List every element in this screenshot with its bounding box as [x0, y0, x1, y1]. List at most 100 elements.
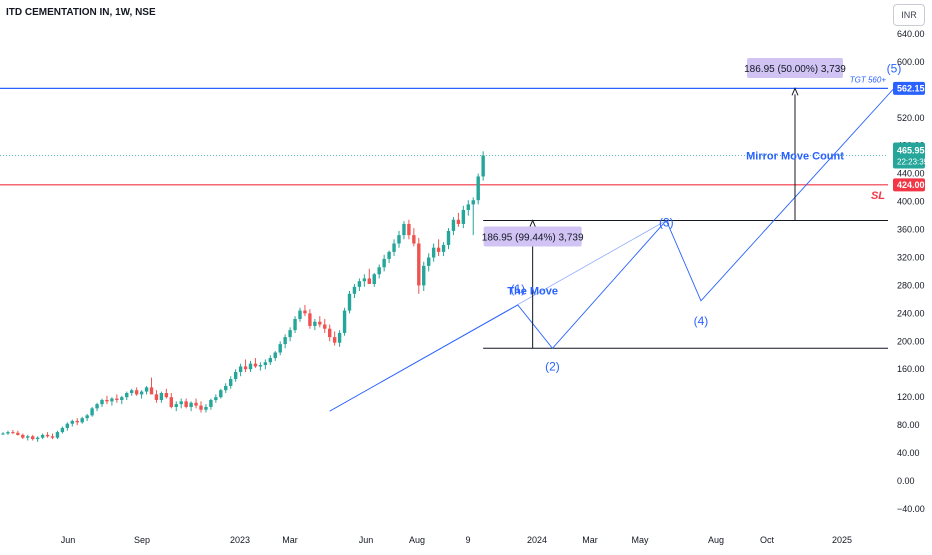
- candle: [115, 394, 119, 403]
- candle: [159, 391, 164, 403]
- candle-body: [362, 278, 367, 282]
- candle-body: [318, 321, 322, 325]
- candle-body: [125, 392, 129, 398]
- y-tick-label: 600.00: [897, 57, 925, 67]
- candle: [328, 324, 332, 342]
- candle: [397, 230, 401, 248]
- candle: [45, 432, 50, 438]
- candle-body: [476, 176, 480, 201]
- candle-body: [441, 244, 446, 252]
- candle-body: [154, 394, 159, 400]
- elliott-wave-line: [329, 88, 895, 412]
- candle: [392, 239, 396, 257]
- candle: [427, 253, 431, 272]
- candle: [35, 436, 40, 442]
- candle-body: [461, 209, 466, 224]
- measure-box-move-bg: [483, 226, 582, 247]
- candle-body: [303, 310, 307, 314]
- wave-label-1: (1): [510, 282, 525, 296]
- candle: [481, 151, 485, 181]
- axes: 640.00600.00560.00520.00480.00440.00400.…: [61, 29, 929, 545]
- target-price-tag: 562.15: [893, 81, 925, 95]
- candle: [283, 334, 287, 349]
- candle: [337, 330, 342, 347]
- candle: [174, 401, 178, 412]
- candle: [189, 401, 193, 412]
- current-price-tag: 465.95 22:23:35: [893, 142, 929, 169]
- x-tick-label: 2024: [527, 535, 547, 545]
- wave-lines: [329, 88, 895, 412]
- candle: [308, 309, 312, 329]
- candle-body: [169, 397, 173, 407]
- candle-body: [352, 286, 357, 294]
- candle-body: [337, 332, 342, 343]
- candle-body: [436, 247, 441, 252]
- candle: [31, 434, 35, 441]
- candle-body: [75, 420, 79, 423]
- candle-body: [422, 265, 426, 286]
- candle: [466, 200, 470, 216]
- candle-body: [238, 366, 243, 373]
- candle-body: [26, 436, 30, 438]
- candle: [26, 434, 30, 441]
- target-price-tag-bg: [893, 81, 925, 95]
- candle: [436, 239, 441, 257]
- candle-body: [11, 432, 15, 434]
- candle: [253, 358, 258, 368]
- x-tick-label: Aug: [409, 535, 425, 545]
- candle: [229, 376, 233, 389]
- candle: [16, 430, 20, 436]
- candle-body: [35, 437, 40, 440]
- candle-body: [258, 365, 263, 367]
- currency-button[interactable]: INR: [893, 4, 925, 26]
- candle-body: [313, 321, 317, 326]
- candle-body: [298, 310, 302, 319]
- y-tick-label: 120.00: [897, 392, 925, 402]
- candle-body: [323, 324, 327, 329]
- candle-body: [481, 155, 485, 177]
- candle: [75, 418, 79, 426]
- sl-price-tag-bg: [893, 178, 925, 192]
- wave-label-2: (2): [545, 359, 560, 373]
- candle-body: [214, 397, 218, 400]
- candle-body: [16, 432, 20, 435]
- candle: [144, 386, 149, 395]
- candle: [184, 398, 188, 409]
- candle-body: [209, 399, 213, 407]
- candle: [154, 390, 159, 403]
- sl-price-tag: 424.00: [893, 178, 925, 192]
- candle: [179, 398, 183, 409]
- candle: [204, 404, 208, 413]
- candle: [293, 316, 297, 333]
- candle-body: [382, 258, 386, 268]
- candle-body: [164, 392, 169, 398]
- move-arrow-head: [529, 219, 537, 228]
- candle-body: [105, 399, 109, 402]
- candle-body: [431, 247, 436, 258]
- y-tick-label: 160.00: [897, 364, 925, 374]
- candle-body: [471, 200, 475, 205]
- candle-body: [184, 401, 188, 407]
- y-tick-label: 440.00: [897, 169, 925, 179]
- candle: [372, 272, 376, 287]
- measure-box-move: 186.95 (99.44%) 3,739: [482, 226, 584, 247]
- candle: [402, 221, 406, 240]
- current-price-tag-countdown: 22:23:35: [897, 158, 929, 167]
- candle: [258, 362, 263, 371]
- candle-body: [219, 390, 223, 398]
- candle: [105, 395, 109, 405]
- candle-body: [357, 281, 362, 287]
- candle: [238, 363, 243, 377]
- candle: [40, 433, 45, 440]
- x-tick-label: 2023: [230, 535, 250, 545]
- candle: [347, 291, 352, 314]
- y-tick-label: 200.00: [897, 336, 925, 346]
- candle-body: [179, 401, 183, 405]
- candle-body: [407, 223, 411, 236]
- candle-body: [65, 423, 70, 428]
- candle: [362, 274, 367, 287]
- candle-body: [392, 243, 396, 252]
- candle-body: [130, 390, 134, 393]
